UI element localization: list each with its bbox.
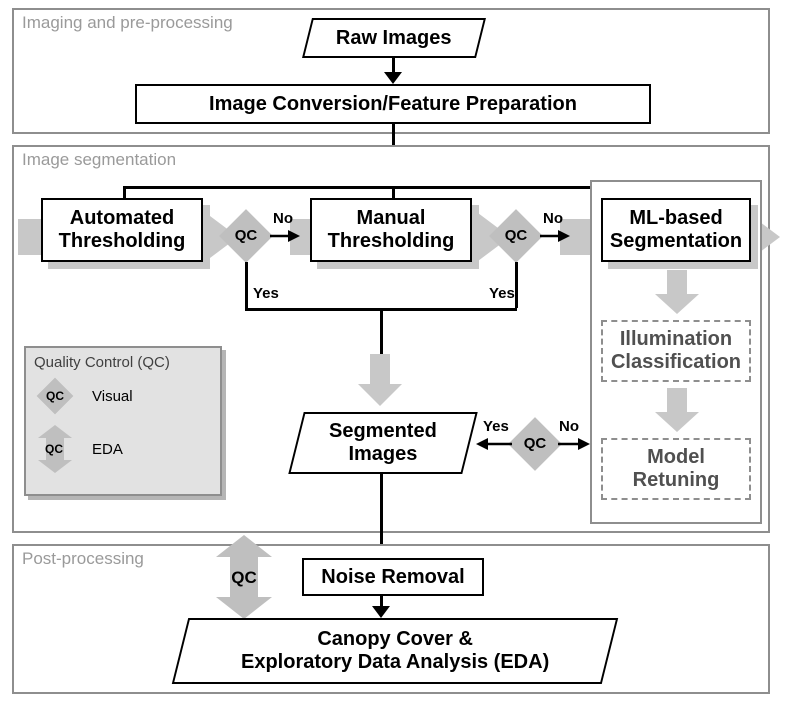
node-segmented-images-label: Segmented Images bbox=[329, 420, 437, 466]
qc-updown-post-label: QC bbox=[224, 568, 264, 588]
node-retuning-label: Model Retuning bbox=[633, 446, 720, 492]
node-noise-removal: Noise Removal bbox=[302, 558, 484, 596]
legend-diamond-qc: QC bbox=[46, 389, 64, 403]
edge-qc2-no: No bbox=[543, 210, 563, 227]
legend-visual-label: Visual bbox=[92, 388, 133, 405]
edge-qc1-yes-v bbox=[245, 262, 248, 308]
node-raw-images-label: Raw Images bbox=[336, 27, 452, 50]
node-eda-label: Canopy Cover & Exploratory Data Analysis… bbox=[241, 628, 549, 674]
node-eda: Canopy Cover & Exploratory Data Analysis… bbox=[172, 618, 618, 684]
arrow-seg-qc-left bbox=[476, 436, 512, 452]
edge-qc3-no: No bbox=[559, 418, 579, 435]
node-manual-threshold-label: Manual Thresholding bbox=[328, 207, 455, 253]
node-noise-removal-label: Noise Removal bbox=[321, 566, 464, 589]
node-image-conversion-label: Image Conversion/Feature Preparation bbox=[209, 93, 577, 116]
legend-row-eda: QC EDA bbox=[26, 421, 220, 477]
arrow-illum-to-retune bbox=[655, 388, 699, 432]
legend-eda-label: EDA bbox=[92, 441, 123, 458]
arrow-ml-to-illum bbox=[655, 270, 699, 314]
legend-row-visual: QC Visual bbox=[26, 375, 220, 417]
node-ml-segmentation: ML-based Segmentation bbox=[601, 198, 751, 262]
node-illumination: Illumination Classification bbox=[601, 320, 751, 382]
edge-qc2-yes-v bbox=[515, 262, 518, 308]
arrow-qc1-no bbox=[270, 228, 300, 244]
node-ml-segmentation-label: ML-based Segmentation bbox=[610, 207, 742, 253]
node-raw-images: Raw Images bbox=[302, 18, 486, 58]
arrow-qc-ml-right bbox=[558, 436, 590, 452]
node-retuning: Model Retuning bbox=[601, 438, 751, 500]
arrow-qc2-no bbox=[540, 228, 570, 244]
node-auto-threshold-label: Automated Thresholding bbox=[59, 207, 186, 253]
panel-postprocessing-title: Post-processing bbox=[22, 549, 144, 569]
qc-diamond-3-label: QC bbox=[515, 435, 555, 452]
qc-diamond-2-label: QC bbox=[496, 227, 536, 244]
edge-qc2-yes: Yes bbox=[489, 285, 515, 302]
node-segmented-images: Segmented Images bbox=[288, 412, 477, 474]
node-illumination-label: Illumination Classification bbox=[611, 328, 741, 374]
arrow-into-segmented bbox=[358, 354, 402, 406]
edge-to-manual bbox=[392, 186, 395, 198]
edge-qc1-no: No bbox=[273, 210, 293, 227]
node-manual-threshold: Manual Thresholding bbox=[310, 198, 472, 262]
edge-qc1-yes: Yes bbox=[253, 285, 279, 302]
node-auto-threshold: Automated Thresholding bbox=[41, 198, 203, 262]
legend-updown-qc: QC bbox=[45, 442, 63, 456]
qc-diamond-1-label: QC bbox=[226, 227, 266, 244]
legend-title: Quality Control (QC) bbox=[26, 348, 220, 375]
arrowhead-raw-to-convert bbox=[384, 72, 402, 84]
edge-to-auto bbox=[123, 186, 126, 198]
arrowhead-noise-to-eda bbox=[372, 606, 390, 618]
edge-qc3-yes: Yes bbox=[483, 418, 509, 435]
panel-segmentation-title: Image segmentation bbox=[22, 150, 176, 170]
node-image-conversion: Image Conversion/Feature Preparation bbox=[135, 84, 651, 124]
legend: Quality Control (QC) QC Visual QC EDA bbox=[24, 346, 222, 496]
panel-preprocessing-title: Imaging and pre-processing bbox=[22, 13, 233, 33]
